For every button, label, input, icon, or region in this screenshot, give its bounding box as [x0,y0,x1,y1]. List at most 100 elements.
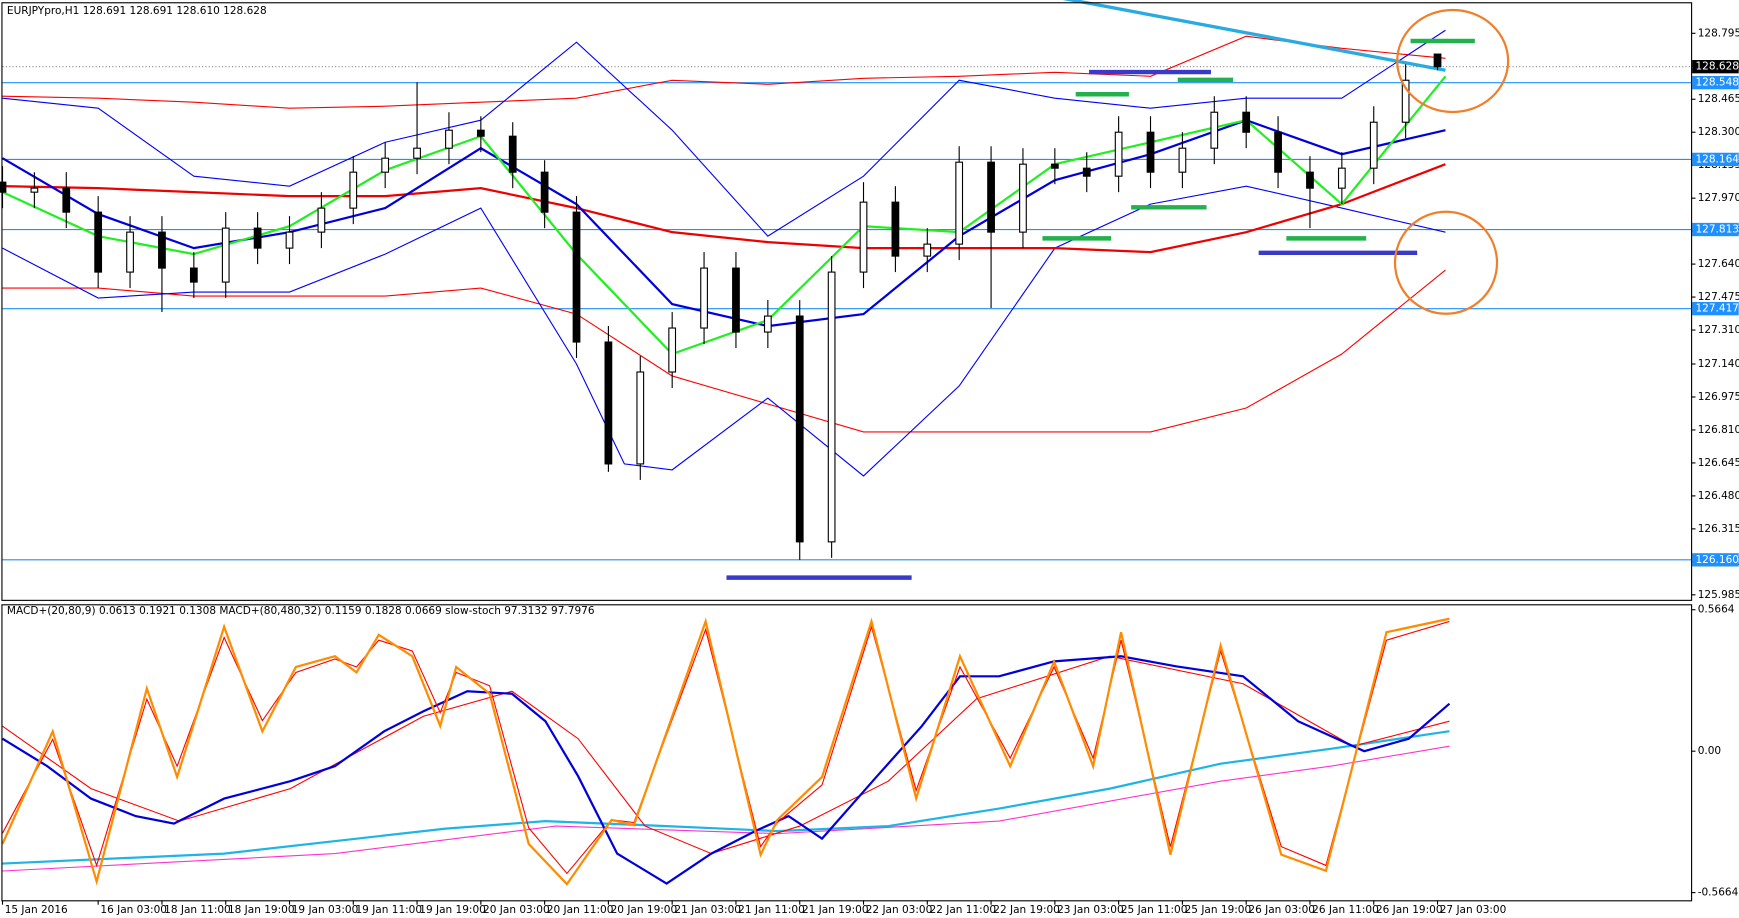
candle-body [189,267,198,283]
x-tick-label: 19 Jan 11:00 [356,904,423,916]
candle-body [94,211,103,273]
level-label-box [1692,302,1739,316]
y-tick-label: 0.5664 [1698,604,1735,616]
indicator-line [2,163,1446,254]
x-tick-label: 19 Jan 19:00 [419,904,486,916]
indicator-line [1,617,1450,886]
candle-body [1433,53,1442,68]
x-tick-label: 27 Jan 03:00 [1440,904,1507,916]
y-tick-label: 127.140 [1698,358,1739,370]
indicator-line [2,655,1450,855]
x-tick-label: 26 Jan 11:00 [1312,904,1379,916]
candle-body [1082,167,1091,177]
candle-body [1337,167,1346,189]
candle-body [795,315,804,543]
candle-body [572,211,581,343]
candle-body [1178,147,1187,173]
x-tick-label: 18 Jan 11:00 [164,904,231,916]
indicator-line [2,269,1446,433]
candle-body [126,231,134,273]
level-label-box [1692,222,1739,237]
candle-body [763,315,772,333]
y-tick-label: 126.645 [1698,457,1739,469]
y-tick-label: 125.985 [1698,589,1739,601]
candle-body [30,187,39,193]
x-tick-label: 25 Jan 11:00 [1121,904,1188,916]
y-tick-label: 128.795 [1698,27,1739,39]
candle-body [1369,121,1378,169]
level-label: 127.813 [1695,224,1739,236]
candle-body [1019,163,1027,233]
indicator-line [2,29,1446,237]
y-tick-label: 127.310 [1698,324,1739,336]
y-tick-label: 128.465 [1698,93,1739,105]
price-title: EURJPYpro,H1 128.691 128.691 128.610 128… [7,5,267,17]
candle-body [476,129,485,137]
price-pane: 128.795128.630128.465128.300128.135127.9… [0,0,1739,601]
y-tick-label: 126.810 [1698,424,1739,436]
x-tick-label: 16 Jan 03:00 [100,904,167,916]
candle-body [445,129,453,149]
candle-body [891,201,900,257]
candle-body [221,227,230,283]
level-label-box [1692,553,1739,567]
level-label: 128.628 [1695,61,1739,73]
indicator-line [1062,0,1446,72]
x-tick-label: 22 Jan 19:00 [993,904,1060,916]
y-tick-label: 127.475 [1698,291,1739,303]
candle-body [349,171,358,209]
candle-body [700,267,708,329]
candle-body [540,171,549,213]
y-tick-label: 126.975 [1698,391,1739,403]
level-label-box [1692,76,1739,90]
candle-body [285,231,294,249]
x-tick-label: 22 Jan 03:00 [866,904,933,916]
x-tick-label: 26 Jan 19:00 [1376,904,1443,916]
candle-body [62,187,71,213]
indicator-line [2,620,1450,875]
y-tick-label: 127.640 [1698,258,1739,270]
price-frame [1,2,1693,601]
indicator-line [2,730,1450,865]
candle-body [1274,131,1282,173]
level-label-box [1692,60,1739,74]
candle-body [0,181,7,193]
level-label: 126.160 [1695,554,1739,566]
x-tick-label: 20 Jan 03:00 [483,904,550,916]
level-label: 128.164 [1695,153,1739,165]
y-tick-label: 126.315 [1698,523,1739,535]
indicator-frame [1,604,1693,902]
x-tick-label: 15 Jan 2016 [5,904,68,916]
level-label-box [1692,152,1739,167]
candle-body [253,227,262,249]
x-tick-label: 22 Jan 11:00 [930,904,997,916]
candle-body [381,157,390,173]
y-tick-label: 128.300 [1698,126,1739,138]
x-tick-label: 19 Jan 03:00 [292,904,359,916]
candle-body [1210,111,1219,149]
highlight-circle [1393,210,1499,315]
candle-body [987,161,995,233]
indicator-line [2,75,1447,356]
candle-body [1114,131,1123,177]
candle-body [732,267,740,333]
candle-body [827,271,836,543]
y-tick-label: -0.5664 [1698,887,1739,899]
indicator-line [2,745,1450,872]
candle-body [923,243,932,257]
candle-body [1242,111,1251,133]
candle-body [636,371,645,465]
y-tick-label: 127.970 [1698,192,1739,204]
indicator-line [2,185,1446,477]
x-tick-label: 21 Jan 11:00 [738,904,805,916]
level-label: 127.417 [1695,303,1739,315]
x-tick-label: 20 Jan 19:00 [611,904,678,916]
candle-body [859,201,868,273]
indicator-title: MACD+(20,80,9) 0.0613 0.1921 0.1308 MACD… [7,605,595,617]
candle-body [317,207,326,233]
level-label: 128.548 [1695,77,1739,89]
candle-body [158,231,166,269]
indicator-line [1,655,1451,885]
